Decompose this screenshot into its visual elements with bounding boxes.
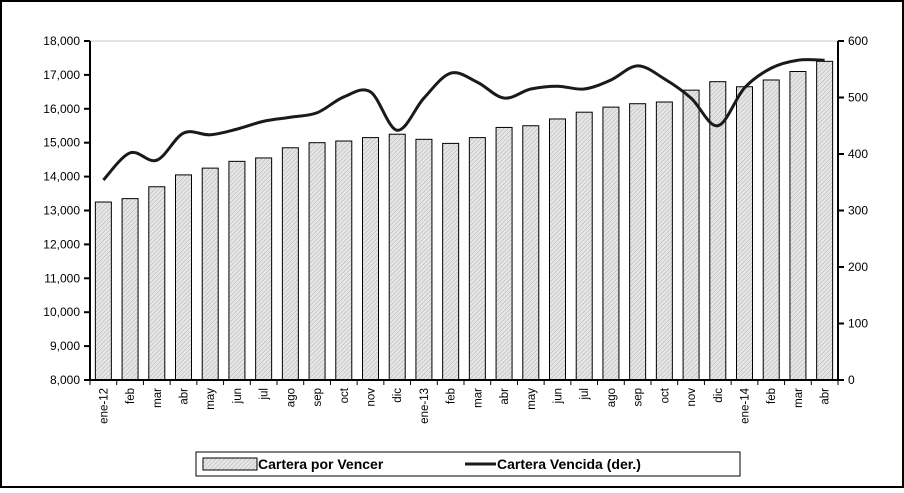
y-tick-label: 12,000	[43, 237, 80, 251]
x-tick-label: jun	[553, 388, 565, 404]
bar	[468, 137, 486, 381]
legend-label: Cartera por Vencer	[258, 456, 384, 472]
bar	[495, 126, 513, 381]
bar	[789, 71, 807, 381]
bar	[94, 201, 112, 381]
bar	[762, 79, 780, 381]
y-tick-label: 10,000	[43, 305, 80, 319]
bar	[549, 118, 566, 381]
x-tick-label: sep	[312, 388, 324, 407]
x-tick-label: mar	[472, 388, 484, 408]
bar	[148, 186, 166, 381]
x-tick-label: oct	[659, 387, 671, 403]
bar	[816, 60, 834, 381]
bar	[308, 142, 326, 381]
x-tick-label: jun	[232, 388, 244, 404]
y2-tick-label: 400	[848, 147, 868, 161]
bar	[415, 138, 433, 381]
x-tick-label: feb	[125, 388, 137, 404]
y-tick-label: 17,000	[43, 68, 80, 82]
bar	[335, 140, 353, 381]
bar	[602, 106, 620, 381]
x-tick-label: jul	[579, 388, 591, 401]
y2-tick-label: 200	[848, 260, 868, 274]
x-tick-label: ene-13	[419, 388, 431, 424]
bar	[682, 89, 700, 381]
y-tick-label: 18,000	[43, 34, 80, 48]
x-tick-label: mar	[152, 388, 164, 408]
y2-tick-label: 0	[848, 373, 855, 387]
legend-label: Cartera Vencida (der.)	[497, 456, 641, 472]
y-tick-label: 16,000	[43, 102, 80, 116]
legend-swatch	[202, 457, 258, 471]
x-tick-label: abr	[179, 388, 191, 405]
y-tick-label: 13,000	[43, 204, 80, 218]
y-tick-label: 9,000	[50, 339, 80, 353]
bar	[522, 125, 540, 381]
bar	[442, 142, 460, 381]
x-tick-label: mar	[793, 388, 805, 408]
x-tick-label: ago	[285, 388, 297, 407]
y2-tick-label: 500	[848, 91, 868, 105]
bar	[255, 157, 273, 381]
y2-tick-label: 100	[848, 317, 868, 331]
x-tick-label: abr	[499, 388, 511, 405]
bar	[575, 111, 593, 381]
x-tick-label: jul	[259, 388, 271, 401]
bar	[121, 198, 139, 381]
y2-tick-label: 600	[848, 34, 868, 48]
bar	[655, 101, 673, 381]
x-tick-label: dic	[392, 388, 404, 403]
x-tick-label: feb	[766, 388, 778, 404]
x-tick-label: feb	[446, 388, 458, 404]
x-tick-label: ene-12	[98, 388, 110, 424]
x-tick-label: sep	[633, 388, 645, 407]
bar	[736, 86, 753, 381]
bar	[362, 137, 379, 381]
x-tick-label: ago	[606, 388, 618, 407]
bar	[629, 103, 647, 381]
y-tick-label: 11,000	[44, 271, 80, 285]
x-tick-label: abr	[820, 388, 832, 405]
x-tick-label: nov	[366, 388, 378, 407]
bar	[228, 160, 246, 381]
y2-tick-label: 300	[848, 204, 868, 218]
y-tick-label: 15,000	[43, 136, 80, 150]
x-tick-label: oct	[339, 387, 351, 403]
bar	[388, 133, 406, 381]
x-tick-label: may	[526, 388, 538, 410]
bar	[175, 174, 192, 381]
x-tick-label: nov	[686, 388, 698, 407]
x-tick-label: ene-14	[740, 387, 752, 423]
y-tick-label: 8,000	[50, 373, 80, 387]
x-tick-label: may	[205, 388, 217, 410]
x-tick-label: dic	[713, 388, 725, 403]
bar	[201, 167, 219, 381]
line	[102, 58, 825, 182]
bar	[281, 147, 299, 381]
y-tick-label: 14,000	[43, 170, 80, 184]
